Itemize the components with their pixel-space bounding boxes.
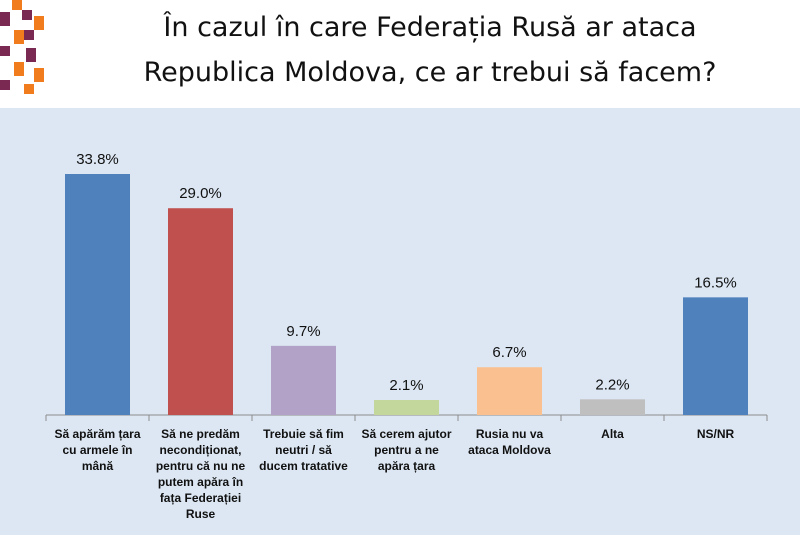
category-label-line: Alta <box>601 427 624 441</box>
deco-square <box>0 12 10 26</box>
category-label: Să ne predăm necondiționat, pentru că nu n… <box>151 426 251 522</box>
category-label-line: putem apăra în <box>157 475 244 489</box>
category-label-line: Trebuie să fim <box>263 427 344 441</box>
category-label-line: neutri / să <box>275 443 332 457</box>
bar <box>477 367 542 415</box>
decorative-squares <box>0 0 44 94</box>
deco-square <box>34 68 44 82</box>
chart-title-line-1: În cazul în care Federația Rusă ar ataca <box>163 12 697 43</box>
data-label: 33.8% <box>76 151 119 168</box>
category-label-line: pentru a ne <box>374 443 439 457</box>
deco-square <box>0 80 10 90</box>
bar <box>168 208 233 415</box>
category-label: Să apărăm țara cu armele în mână <box>48 426 148 474</box>
category-label-line: ataca Moldova <box>468 443 551 457</box>
deco-square <box>0 46 10 56</box>
category-label-line: mână <box>81 459 114 473</box>
bar <box>65 174 130 415</box>
category-label: NS/NR <box>666 426 766 442</box>
category-label: Să cerem ajutor pentru a ne apăra țara <box>357 426 457 474</box>
category-label-line: ducem tratative <box>259 459 348 473</box>
deco-square <box>14 30 24 44</box>
bar <box>580 399 645 415</box>
data-label: 2.1% <box>389 377 423 394</box>
deco-square <box>24 84 34 94</box>
bar <box>374 400 439 415</box>
bar <box>271 345 336 415</box>
chart-title-line-2: Republica Moldova, ce ar trebui să facem… <box>143 57 717 88</box>
category-label-line: pentru că nu ne <box>155 459 246 473</box>
deco-square <box>24 30 34 40</box>
deco-square <box>14 62 24 76</box>
category-label: Alta <box>563 426 663 442</box>
category-label-line: cu armele în <box>62 443 133 457</box>
category-label-line: Să ne predăm <box>161 427 240 441</box>
category-label-line: apăra țara <box>377 459 436 473</box>
category-label-line: NS/NR <box>696 427 735 441</box>
category-label-line: Să apărăm țara <box>54 427 141 441</box>
data-label: 29.0% <box>179 185 222 202</box>
deco-square <box>26 48 36 62</box>
category-label-line: fața Federației <box>159 491 242 505</box>
data-label: 16.5% <box>694 274 737 291</box>
title-band: În cazul în care Federația Rusă ar ataca… <box>0 0 800 108</box>
category-label: Trebuie să fim neutri / să ducem tratative <box>254 426 354 474</box>
bar <box>683 297 748 415</box>
data-label: 9.7% <box>286 323 320 340</box>
data-label: 6.7% <box>492 344 526 361</box>
category-label-line: Ruse <box>185 507 216 521</box>
deco-square <box>22 10 32 20</box>
category-label-line: necondiționat, <box>159 443 242 457</box>
category-label-line: Să cerem ajutor <box>361 427 452 441</box>
deco-square <box>34 16 44 30</box>
category-label-line: Rusia nu va <box>475 427 544 441</box>
category-label: Rusia nu va ataca Moldova <box>460 426 560 458</box>
data-label: 2.2% <box>595 376 629 393</box>
plot-area <box>0 108 800 535</box>
deco-square <box>12 0 22 10</box>
